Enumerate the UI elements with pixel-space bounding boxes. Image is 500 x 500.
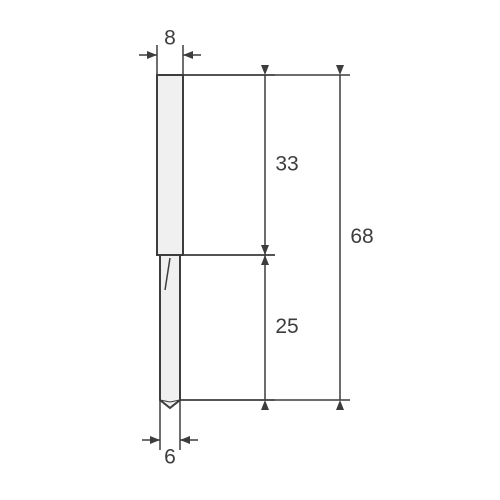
dim-blade-diameter-value: 6: [164, 446, 176, 469]
dim-blade-length-value: 25: [275, 315, 298, 338]
router-bit-diagram: 8 6 33 25 68: [0, 0, 500, 500]
dim-overall-length-value: 68: [350, 225, 373, 248]
dim-shank-length: [183, 65, 275, 265]
router-bit: [157, 75, 183, 408]
dim-shank-diameter-value: 8: [164, 27, 176, 50]
dim-blade-length: [180, 245, 275, 410]
dim-shank-length-value: 33: [275, 153, 298, 176]
